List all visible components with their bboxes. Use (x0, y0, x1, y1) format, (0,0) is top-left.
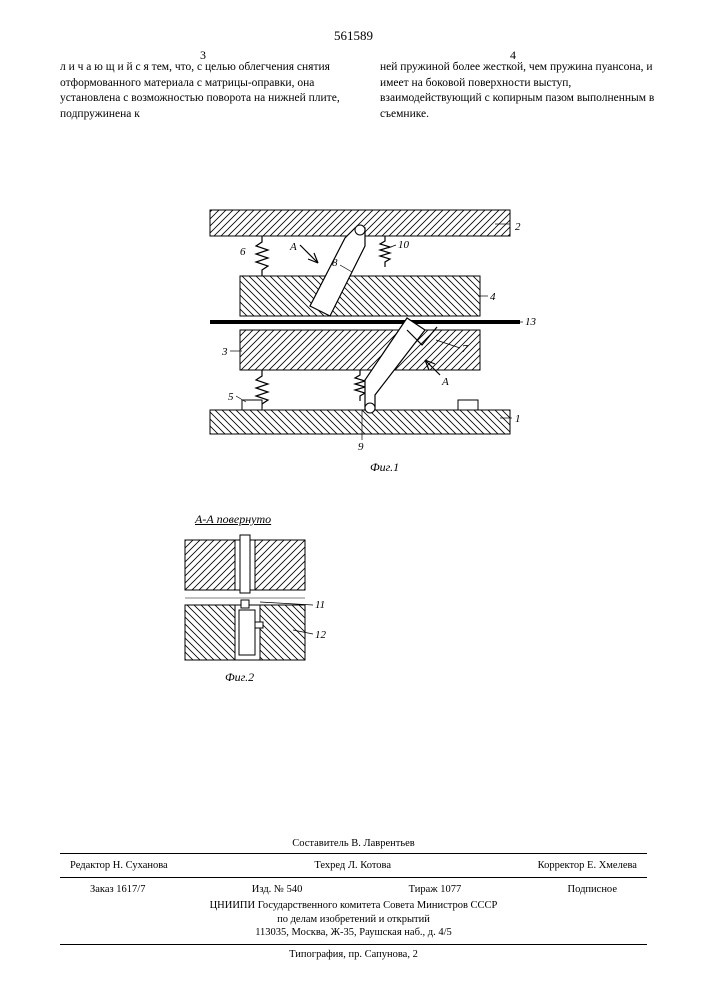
svg-text:4: 4 (490, 291, 496, 303)
tirazh: Тираж 1077 (409, 884, 462, 895)
techred: Техред Л. Котова (314, 860, 391, 871)
podpisnoe: Подписное (568, 884, 617, 895)
col-left-text: л и ч а ю щ и й с я тем, что, с целью об… (60, 60, 340, 122)
fig1-caption: Фиг.1 (370, 460, 399, 475)
svg-text:8: 8 (332, 257, 338, 269)
footer-block: Составитель В. Лаврентьев Редактор Н. Су… (60, 838, 647, 960)
org-line-2: по делам изобретений и открытий (60, 913, 647, 927)
izd-no: Изд. № 540 (252, 884, 303, 895)
patent-number: 561589 (334, 28, 373, 44)
svg-text:7: 7 (462, 343, 468, 355)
corrector: Корректор Е. Хмелева (538, 860, 637, 871)
fig2-section-label: А-А повернуто (195, 512, 271, 527)
figure-2-drawing: 11 12 (175, 530, 355, 690)
org-block: ЦНИИПИ Государственного комитета Совета … (60, 899, 647, 940)
svg-text:2: 2 (515, 221, 521, 233)
svg-text:9: 9 (358, 441, 364, 453)
order-no: Заказ 1617/7 (90, 884, 145, 895)
typography: Типография, пр. Сапунова, 2 (60, 949, 647, 960)
svg-text:А: А (441, 376, 449, 388)
svg-text:1: 1 (515, 413, 521, 425)
svg-text:6: 6 (240, 246, 246, 258)
svg-text:13: 13 (525, 316, 537, 328)
sheet-13 (210, 320, 520, 324)
col-right-text: ней пружиной более жесткой, чем пружина … (380, 60, 660, 122)
svg-text:11: 11 (315, 599, 325, 611)
editor: Редактор Н. Суханова (70, 860, 168, 871)
credits-row: Редактор Н. Суханова Техред Л. Котова Ко… (60, 858, 647, 873)
fig2-caption: Фиг.2 (225, 670, 254, 685)
org-addr: 113035, Москва, Ж-35, Раушская наб., д. … (60, 926, 647, 940)
pub-row: Заказ 1617/7 Изд. № 540 Тираж 1077 Подпи… (60, 882, 647, 897)
svg-text:3: 3 (221, 346, 228, 358)
svg-text:5: 5 (228, 391, 234, 403)
svg-text:12: 12 (315, 629, 327, 641)
figure-1-drawing: А А 2 6 10 8 4 13 3 7 5 1 (180, 200, 540, 480)
org-line-1: ЦНИИПИ Государственного комитета Совета … (60, 899, 647, 913)
composer-line: Составитель В. Лаврентьев (60, 838, 647, 849)
svg-text:А: А (289, 241, 297, 253)
figure-2: А-А повернуто 11 12 Фиг.2 (175, 530, 355, 710)
svg-text:10: 10 (398, 239, 410, 251)
figure-1: А А 2 6 10 8 4 13 3 7 5 1 (180, 200, 540, 480)
